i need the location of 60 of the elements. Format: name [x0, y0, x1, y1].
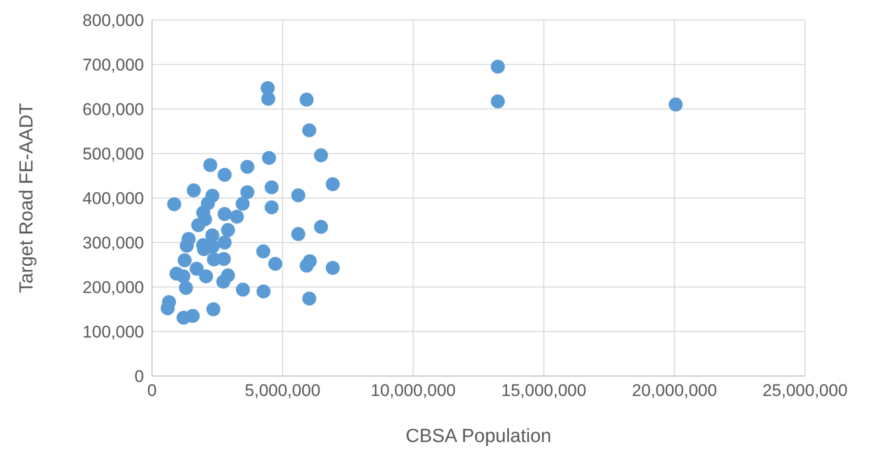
point [668, 98, 683, 112]
y-tick-label: 600,000 [82, 100, 144, 120]
point [178, 280, 193, 295]
y-tick-label: 700,000 [82, 56, 144, 75]
x-tick-label: 20,000,000 [632, 381, 717, 400]
point [203, 158, 218, 172]
x-tick-label: 15,000,000 [501, 381, 586, 400]
x-tick-label: 0 [147, 381, 157, 400]
point [176, 269, 190, 284]
point [218, 168, 232, 182]
point [221, 223, 236, 238]
point [216, 252, 231, 266]
point [178, 253, 192, 268]
point [291, 188, 306, 202]
point [230, 210, 244, 224]
point [314, 148, 328, 162]
point [236, 282, 250, 297]
point [218, 236, 232, 250]
point [206, 302, 220, 316]
x-tick-label: 10,000,000 [370, 381, 456, 400]
point [291, 227, 306, 242]
point [326, 177, 340, 192]
point [167, 197, 182, 212]
point [199, 269, 214, 284]
point [256, 284, 271, 298]
point [240, 185, 254, 200]
point [302, 123, 316, 138]
point [264, 200, 279, 214]
x-tick-label: 5,000,000 [244, 381, 320, 400]
point [176, 310, 191, 325]
point [186, 183, 201, 198]
y-tick-label: 400,000 [82, 189, 144, 208]
point [261, 92, 276, 106]
point [180, 238, 194, 253]
y-tick-label: 200,000 [82, 278, 144, 298]
y-axis-title: Target Road FE-AADT [16, 102, 38, 294]
point [216, 274, 230, 289]
point [191, 218, 206, 232]
point [302, 292, 316, 306]
point [490, 60, 505, 74]
point [326, 260, 340, 275]
point [268, 256, 282, 271]
point [236, 196, 250, 211]
point [190, 262, 204, 276]
x-axis-title: CBSA Population [406, 426, 552, 447]
y-tick-label: 0 [134, 367, 144, 386]
point [218, 207, 232, 222]
point [300, 258, 314, 273]
y-tick-label: 800,000 [82, 11, 144, 30]
point [490, 94, 505, 108]
y-tick-label: 300,000 [82, 234, 144, 253]
point [256, 244, 270, 258]
y-tick-label: 500,000 [82, 144, 144, 164]
point [300, 92, 314, 107]
point [264, 180, 279, 194]
point [240, 160, 254, 174]
x-tick-label: 25,000,000 [762, 381, 848, 400]
point [262, 150, 276, 165]
y-tick-label: 100,000 [82, 322, 144, 342]
point [314, 220, 328, 234]
